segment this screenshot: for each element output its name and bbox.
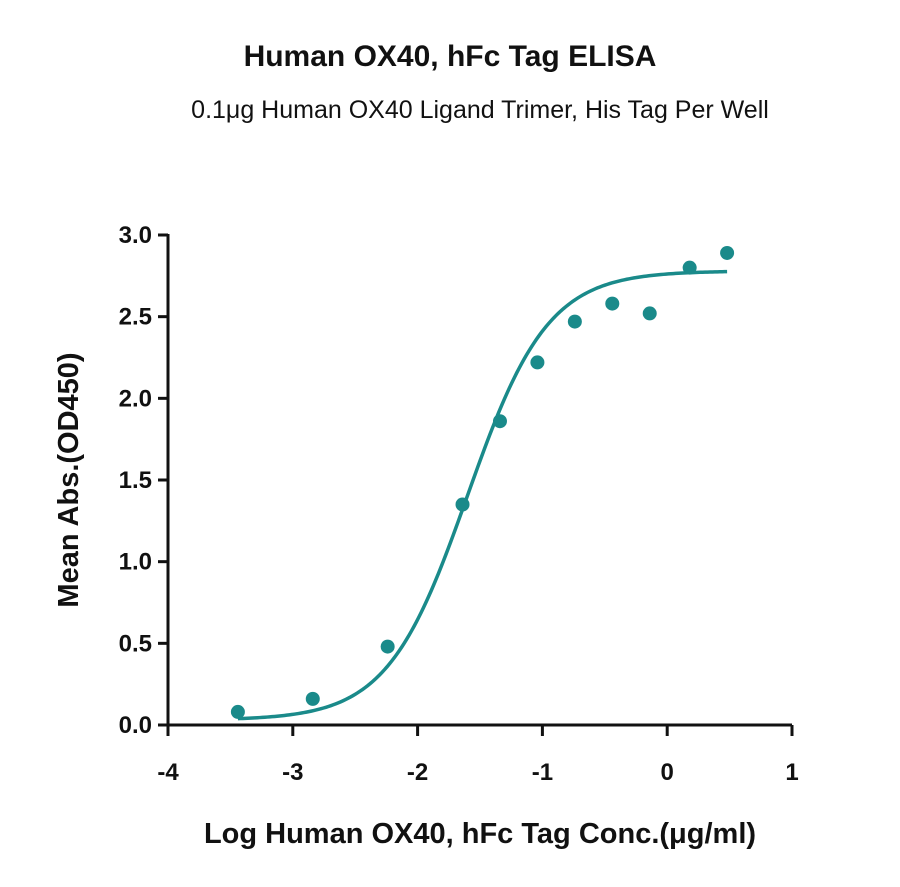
data-point xyxy=(455,497,470,512)
data-point xyxy=(305,691,320,706)
data-point xyxy=(720,245,735,260)
x-ticks: -4 -3 -2 -1 0 1 xyxy=(157,725,799,786)
chart-title: Human OX40, hFc Tag ELISA xyxy=(243,40,657,73)
data-point xyxy=(682,260,697,275)
y-tick-label: 3.0 xyxy=(119,222,152,249)
x-axis-title: Log Human OX40, hFc Tag Conc.(μg/ml) xyxy=(204,818,756,850)
x-tick-label: 1 xyxy=(785,759,798,786)
fit-curve xyxy=(237,269,728,721)
x-tick-label: -3 xyxy=(282,759,303,786)
data-point xyxy=(567,314,582,329)
y-tick-label: 0.5 xyxy=(119,630,152,657)
y-tick-label: 1.5 xyxy=(119,467,152,494)
data-point xyxy=(530,355,545,370)
data-point xyxy=(605,296,620,311)
x-tick-label: -2 xyxy=(407,759,428,786)
data-point xyxy=(380,639,395,654)
chart-subtitle: 0.1μg Human OX40 Ligand Trimer, His Tag … xyxy=(191,96,769,124)
y-tick-label: 0.0 xyxy=(119,712,152,739)
y-tick-label: 2.5 xyxy=(119,304,152,331)
data-point xyxy=(642,306,657,321)
x-tick-label: -1 xyxy=(532,759,553,786)
axes xyxy=(166,234,792,727)
y-tick-label: 1.0 xyxy=(119,549,152,576)
y-tick-label: 2.0 xyxy=(119,385,152,412)
data-point xyxy=(230,704,245,719)
x-tick-label: 0 xyxy=(661,759,674,786)
y-axis-title: Mean Abs.(OD450) xyxy=(53,352,85,607)
data-points xyxy=(230,245,735,719)
data-point xyxy=(492,414,507,429)
x-tick-label: -4 xyxy=(157,759,179,786)
y-ticks: 0.0 0.5 1.0 1.5 2.0 2.5 3.0 xyxy=(119,222,168,739)
